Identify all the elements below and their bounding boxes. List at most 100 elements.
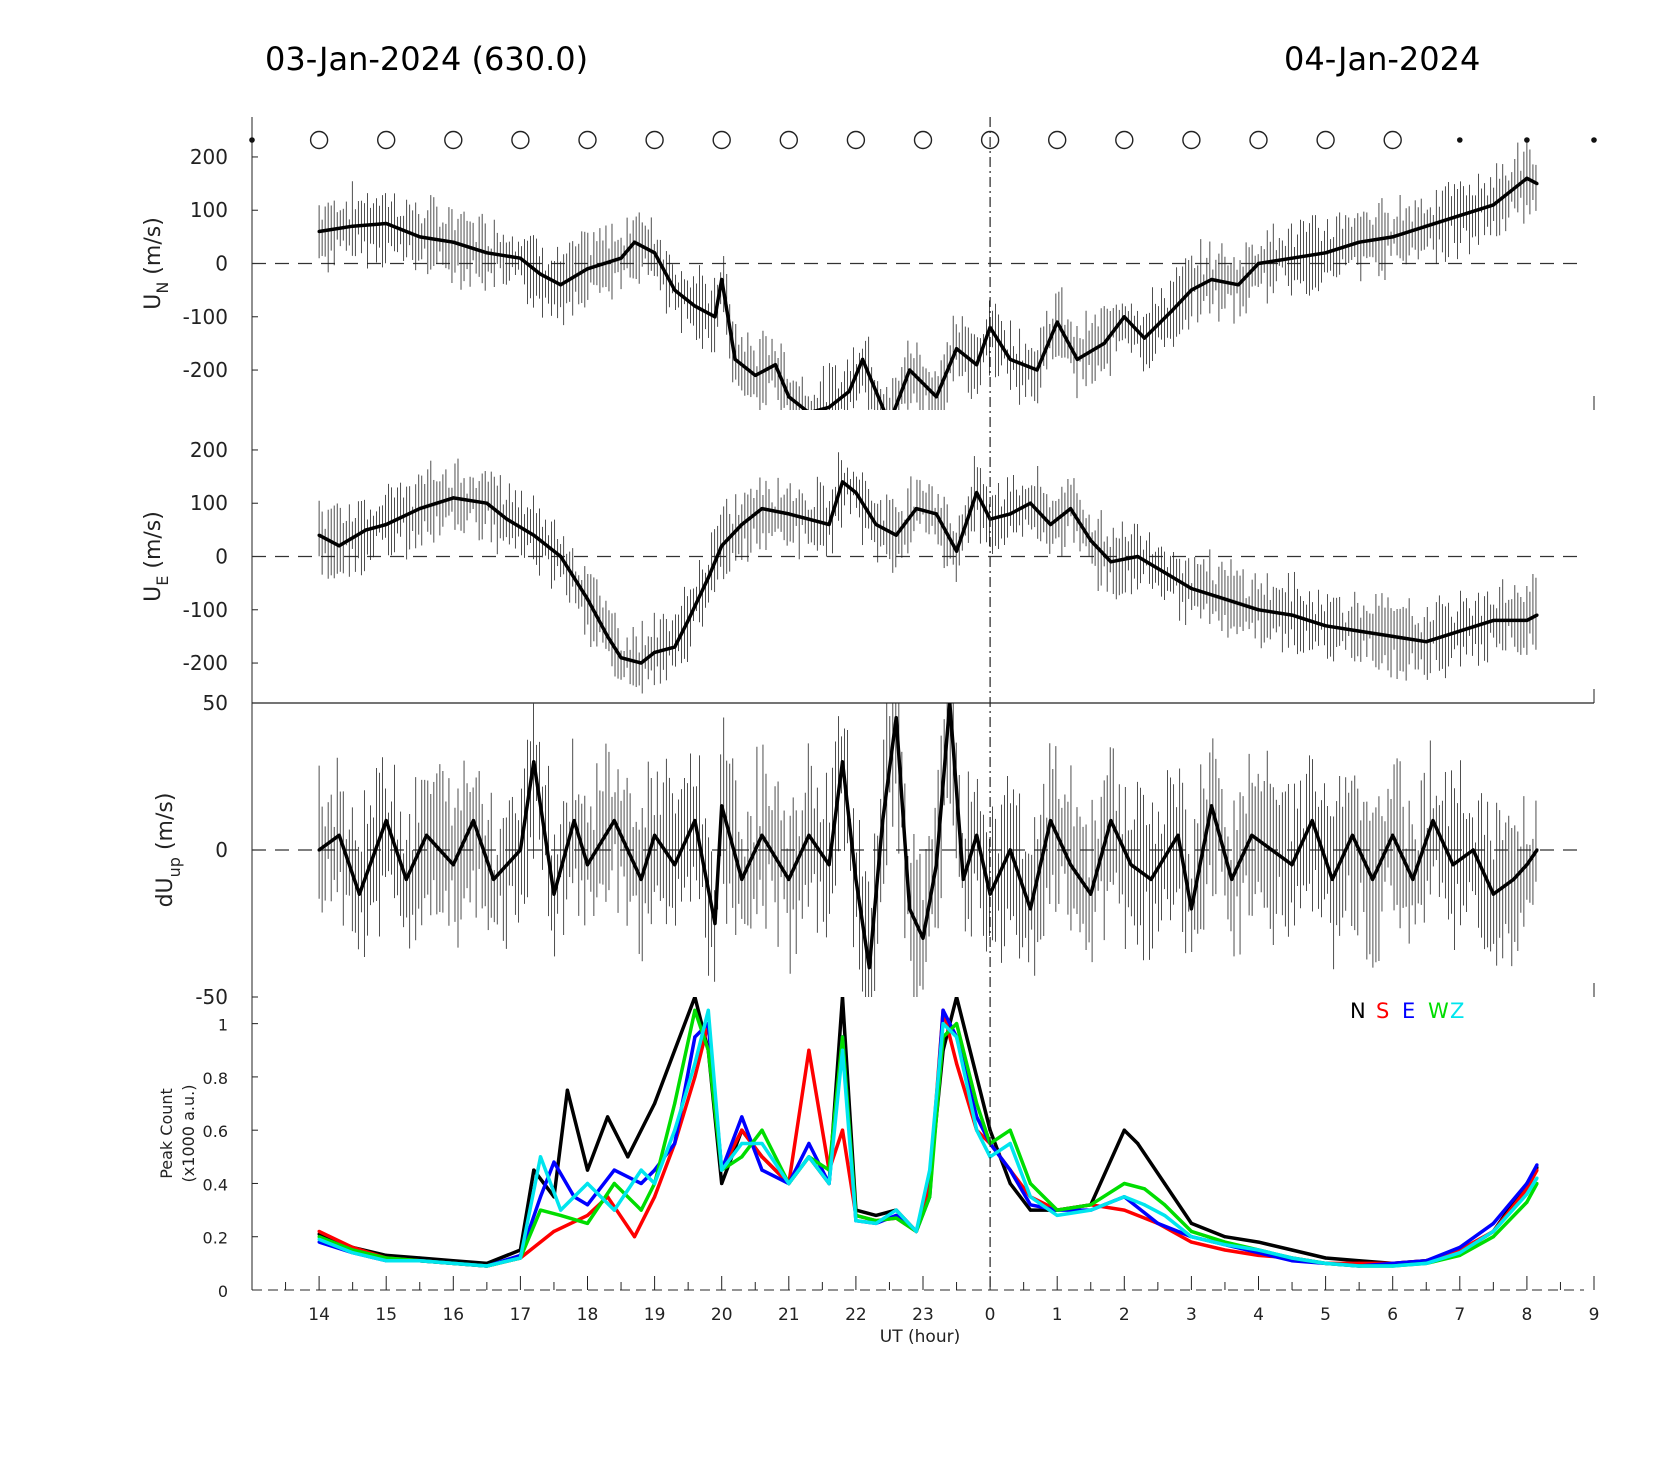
x-tick-label: 15: [375, 1305, 397, 1325]
data-point: [673, 1101, 677, 1106]
data-point: [639, 1208, 643, 1212]
open-circle-marker: [1115, 130, 1134, 150]
data-point: [975, 363, 979, 367]
data-point: [518, 1256, 523, 1260]
y-axis-label-sub: E: [153, 576, 172, 586]
data-point: [1189, 288, 1193, 292]
data-point: [1411, 877, 1415, 882]
data-point: [1350, 833, 1355, 837]
error-bars: [318, 452, 1537, 694]
data-point: [317, 229, 321, 234]
data-point: [1008, 1141, 1012, 1146]
y-tick-label: 0.8: [203, 1069, 228, 1088]
data-point: [552, 892, 556, 896]
data-point: [840, 1128, 845, 1132]
data-point: [1324, 1256, 1328, 1260]
panel-dup: 50 0 -50 dUup (m/s): [153, 691, 1595, 1009]
open-circle-marker: [980, 130, 1000, 150]
data-point: [1048, 819, 1053, 823]
data-point: [1142, 1187, 1147, 1191]
data-point: [1391, 235, 1395, 239]
data-point: [928, 1168, 932, 1172]
data-point: [827, 522, 831, 527]
data-point: [552, 1229, 556, 1233]
data-point: [673, 645, 677, 649]
data-point: [693, 1061, 697, 1066]
data-point: [632, 1235, 637, 1239]
y-axis-label-main: U: [141, 586, 166, 602]
data-point: [787, 512, 791, 516]
data-point: [874, 1221, 878, 1226]
panel-plot-area: [317, 997, 1539, 1268]
data-point: [518, 256, 523, 260]
data-point: [907, 907, 912, 911]
data-point: [840, 1035, 845, 1039]
data-point: [337, 544, 341, 548]
x-tick-label: 16: [442, 1305, 464, 1325]
data-point: [1330, 877, 1334, 882]
data-point: [1357, 629, 1361, 633]
data-point: [740, 1155, 744, 1159]
data-point: [740, 1141, 744, 1146]
data-point: [585, 1168, 590, 1172]
data-point: [485, 501, 489, 505]
data-point: [1142, 336, 1147, 340]
data-point: [1142, 1203, 1147, 1207]
data-point: [559, 554, 563, 559]
data-point: [713, 921, 717, 926]
data-point: [384, 819, 388, 823]
data-point: [827, 405, 831, 409]
data-point: [854, 877, 858, 882]
x-tick-label: 4: [1253, 1305, 1264, 1325]
y-axis-label: Peak Count: [157, 1088, 176, 1179]
data-point: [807, 1048, 811, 1052]
data-point: [1089, 1203, 1093, 1207]
data-point: [773, 363, 777, 367]
data-point: [928, 1195, 932, 1199]
data-point: [861, 357, 865, 361]
data-point: [606, 1115, 610, 1119]
data-point: [1391, 634, 1395, 639]
open-circle-marker: [511, 130, 530, 150]
data-point: [954, 1022, 959, 1026]
data-point: [1357, 1259, 1361, 1263]
data-point: [1256, 1248, 1261, 1252]
y-axis-label-main: dU: [153, 877, 178, 907]
data-point: [1028, 501, 1032, 505]
y-axis-label-unit: (m/s): [153, 793, 178, 857]
x-tick-label: 0: [985, 1305, 996, 1325]
data-point: [1290, 1256, 1294, 1260]
data-point: [807, 411, 810, 414]
data-point: [954, 549, 959, 553]
data-point: [1122, 315, 1126, 319]
open-circle-marker: [1047, 130, 1067, 150]
data-point: [1525, 863, 1529, 867]
data-point: [673, 1141, 677, 1146]
data-point: [1089, 892, 1093, 896]
data-point: [552, 1160, 556, 1164]
y-axis-label-main: U: [141, 294, 166, 310]
y-axis-label-sub: up: [165, 857, 184, 877]
data-point: [1223, 1235, 1227, 1239]
x-tick-label: 18: [577, 1305, 599, 1325]
open-circle-marker: [1249, 130, 1268, 150]
data-point: [787, 877, 791, 882]
data-point: [894, 533, 898, 537]
data-point: [424, 833, 429, 837]
y-tick-label: -100: [183, 598, 228, 622]
series-line-N: [318, 997, 1539, 1266]
data-point: [1223, 597, 1227, 601]
y-tick-label: 0: [215, 252, 228, 276]
data-point: [1535, 181, 1539, 186]
y-tick-label: 0: [215, 545, 228, 569]
data-point: [1525, 176, 1529, 180]
data-point: [1162, 570, 1167, 575]
open-circle-marker: [444, 130, 463, 150]
data-point: [954, 1061, 959, 1066]
data-point: [1035, 368, 1039, 372]
data-point: [418, 235, 422, 239]
data-point: [1055, 1208, 1059, 1212]
data-point: [787, 1181, 791, 1186]
